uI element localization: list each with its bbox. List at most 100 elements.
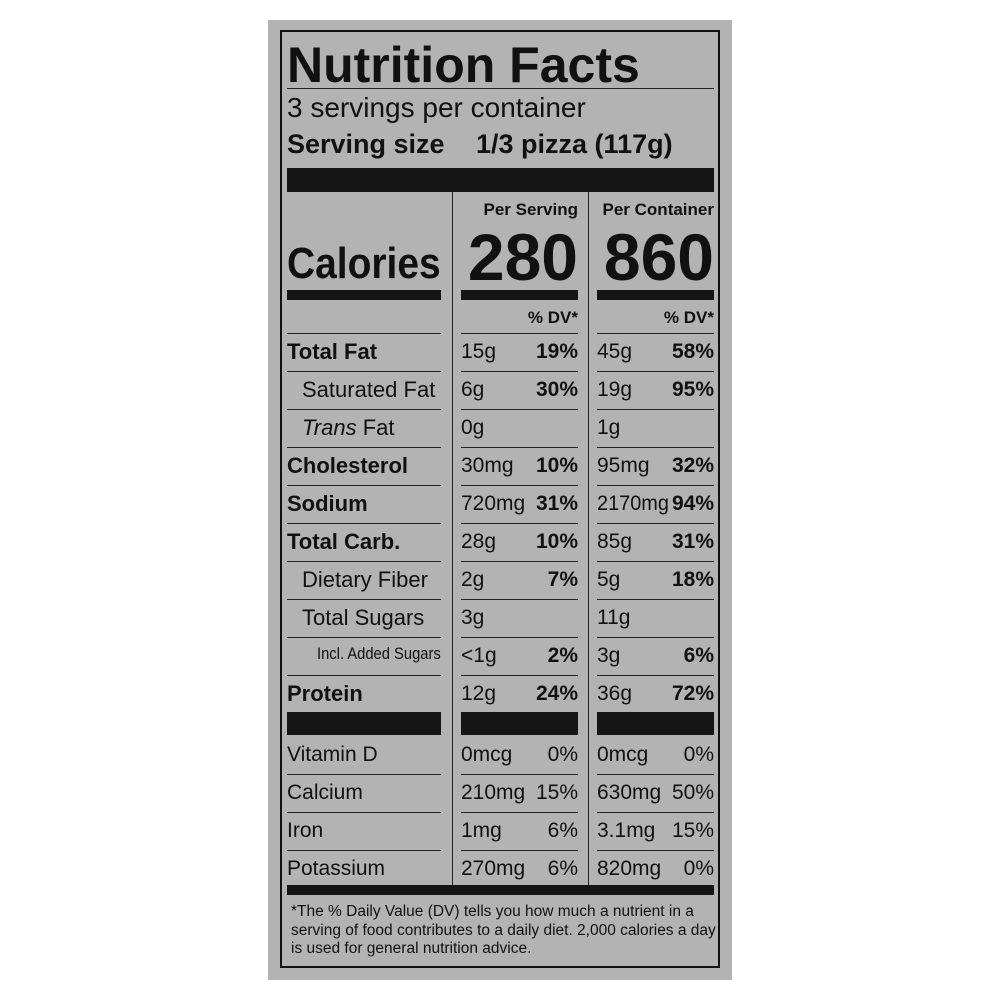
nutrient-name: Trans Fat [302,417,395,439]
row-rule [287,333,441,334]
row-rule [287,774,441,775]
row-rule [461,675,578,676]
amount: 1mg [461,819,502,842]
row-rule [287,850,441,851]
daily-value: 6% [547,857,578,880]
serving-size-value: 1/3 pizza (117g) [476,129,673,159]
nutrient-name: Sodium [287,491,368,516]
daily-value: 58% [671,340,714,363]
row-rule [597,599,714,600]
thick-bar [287,168,714,192]
amount: 3.1mg [597,819,656,842]
daily-value: 0% [683,743,714,766]
amount: 630mg [597,781,662,804]
daily-value: 31% [535,492,578,515]
row-rule [461,561,578,562]
calories-value: 280 [467,220,578,294]
nutrient-name: Iron [287,819,324,842]
row-rule [287,561,441,562]
daily-value: 95% [671,378,714,401]
row-rule [287,599,441,600]
serving-size-label: Serving size [287,129,445,159]
column-header: Per Container [602,200,714,219]
row-rule [287,812,441,813]
nutrient-name: Total Fat [287,339,378,364]
amount: 0mcg [461,743,513,766]
row-rule [461,409,578,410]
nutrient-name: Dietary Fiber [302,567,428,592]
nutrient-name-italic: Trans [302,415,357,440]
amount: 820mg [597,857,662,880]
daily-value: 19% [535,340,578,363]
daily-value: 6% [683,644,714,667]
thick-bar [287,290,441,300]
nutrient-name: Calcium [287,781,363,804]
row-rule [597,675,714,676]
row-rule [287,637,441,638]
nutrient-name: Cholesterol [287,453,409,478]
daily-value: 24% [535,682,578,705]
row-rule [597,774,714,775]
row-rule [461,774,578,775]
daily-value: 15% [671,819,714,842]
daily-value: 32% [671,454,714,477]
nutrient-name: Potassium [287,857,386,880]
amount: 15g [461,340,497,363]
row-rule [287,675,441,676]
calories-label: Calories [287,239,441,288]
nutrient-name: Saturated Fat [302,377,436,402]
row-rule [597,485,714,486]
daily-value: 15% [535,781,578,804]
row-rule [461,812,578,813]
daily-value: 94% [671,492,714,515]
amount: 720mg [461,492,526,515]
daily-value: 0% [683,857,714,880]
daily-value: 6% [547,819,578,842]
amount: 6g [461,378,485,401]
nutrient-name: Incl. Added Sugars [317,644,441,663]
amount: 2170mg [597,492,669,515]
thick-bar [287,885,714,895]
daily-value: 7% [547,568,578,591]
amount: 36g [597,682,633,705]
amount: 30mg [461,454,514,477]
amount: 19g [597,378,633,401]
row-rule [461,523,578,524]
column-header: Per Serving [483,200,579,219]
row-rule [287,485,441,486]
daily-value: 72% [671,682,714,705]
amount: 5g [597,568,621,591]
row-rule [597,333,714,334]
row-rule [287,409,441,410]
daily-value: 30% [535,378,578,401]
row-rule [287,447,441,448]
thick-bar [287,712,441,735]
amount: 210mg [461,781,526,804]
row-rule [287,371,441,372]
amount: <1g [461,644,497,667]
column-divider [588,192,589,885]
amount: 1g [597,416,621,439]
daily-value: 10% [535,530,578,553]
footnote: *The % Daily Value (DV) tells you how mu… [291,903,716,958]
daily-value: 18% [671,568,714,591]
amount: 0g [461,416,485,439]
daily-value: 2% [547,644,578,667]
amount: 85g [597,530,633,553]
row-rule [597,850,714,851]
thick-bar [597,290,714,300]
amount: 11g [597,606,631,629]
title: Nutrition Facts [287,37,640,93]
nutrient-name: Total Carb. [287,529,401,554]
row-rule [461,599,578,600]
amount: 95mg [597,454,650,477]
daily-value: 0% [547,743,578,766]
daily-value: 31% [671,530,714,553]
row-rule [461,447,578,448]
amount: 2g [461,568,485,591]
servings: 3 servings per container [287,92,586,123]
nutrient-name: Protein [287,681,363,706]
nutrient-name: Vitamin D [287,743,378,766]
amount: 28g [461,530,497,553]
calories-value: 860 [603,220,714,294]
